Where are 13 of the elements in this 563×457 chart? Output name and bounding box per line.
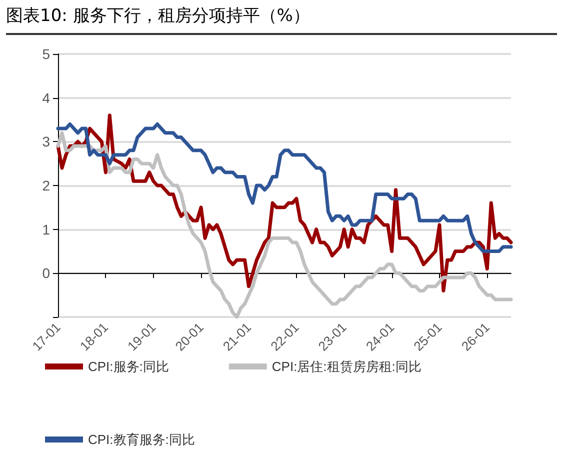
y-tick-label: 2	[42, 178, 50, 194]
line-series	[56, 131, 513, 319]
y-tick-label: 0	[42, 265, 50, 282]
y-tick-label: 5	[42, 46, 50, 62]
line-series	[56, 114, 513, 292]
line-series	[56, 122, 513, 253]
y-tick-label: 1	[42, 221, 50, 238]
legend-label: CPI:服务:同比	[88, 359, 169, 374]
legend-label: CPI:居住:租赁房房租:同比	[272, 359, 422, 374]
y-tick-label: 4	[42, 90, 50, 106]
chart-title: 图表10: 服务下行，租房分项持平（%）	[6, 4, 557, 35]
legend-label: CPI:教育服务:同比	[88, 432, 195, 447]
y-tick-label: 3	[42, 134, 50, 150]
